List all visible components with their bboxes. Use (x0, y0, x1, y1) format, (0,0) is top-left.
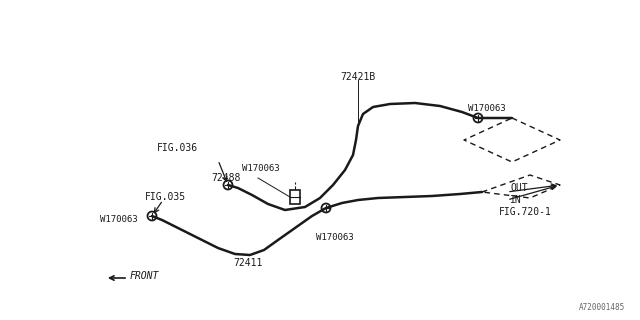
Text: 72421B: 72421B (340, 72, 375, 82)
Text: 72411: 72411 (234, 258, 262, 268)
Text: FIG.720-1: FIG.720-1 (499, 207, 552, 217)
Text: W170063: W170063 (100, 215, 138, 225)
Text: W170063: W170063 (468, 103, 506, 113)
Text: OUT: OUT (510, 183, 527, 193)
Text: FIG.035: FIG.035 (145, 192, 186, 202)
Text: A720001485: A720001485 (579, 303, 625, 312)
Text: W170063: W170063 (242, 164, 280, 172)
Text: FIG.036: FIG.036 (157, 143, 198, 153)
Text: 72488: 72488 (212, 173, 241, 183)
Bar (290, 190, 300, 204)
Text: IN: IN (510, 195, 522, 205)
Text: FRONT: FRONT (130, 271, 159, 281)
Text: W170063: W170063 (316, 234, 354, 243)
